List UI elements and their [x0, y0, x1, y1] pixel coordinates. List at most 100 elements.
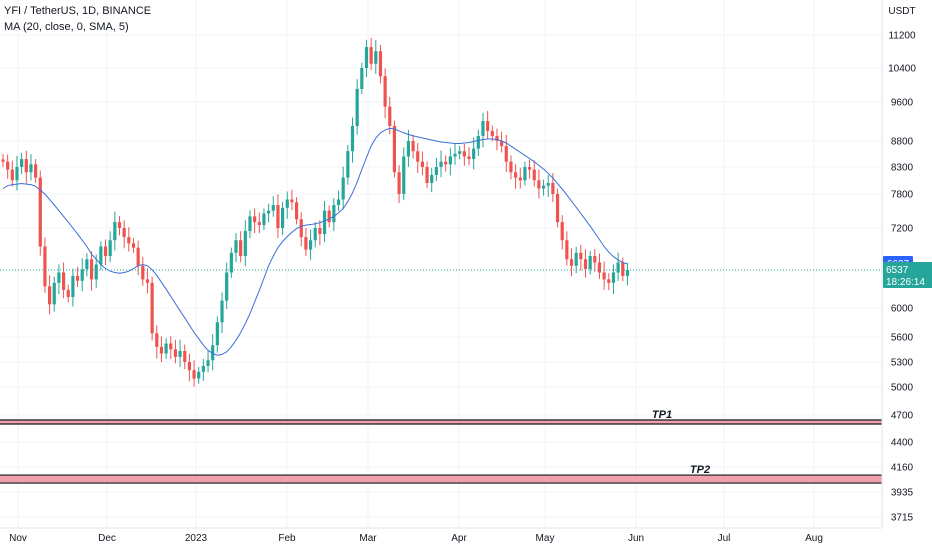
candle-body	[518, 177, 522, 181]
candle-body	[593, 256, 597, 263]
candle-body	[336, 199, 341, 206]
candle-body	[57, 272, 61, 283]
currency-label: USDT	[888, 6, 915, 17]
moving-average-line	[2, 127, 628, 356]
candle-body	[229, 252, 233, 273]
candle-body	[178, 350, 182, 357]
x-tick-label: Jul	[718, 533, 731, 544]
candle-body	[10, 169, 14, 181]
y-tick-label: 5300	[891, 358, 914, 369]
candle-body	[318, 228, 322, 235]
candle-body	[34, 164, 38, 178]
last-price-tag	[883, 262, 932, 288]
candle-body	[350, 125, 355, 152]
candle-body	[448, 156, 452, 165]
candle-body	[420, 161, 424, 167]
candle-body	[322, 210, 327, 235]
candle-body	[192, 370, 196, 379]
candle-body	[411, 141, 415, 152]
candle-body	[169, 343, 173, 350]
candle-body	[85, 259, 89, 270]
y-tick-label: 8300	[891, 163, 914, 174]
candle-body	[52, 282, 56, 305]
y-tick-label: 4160	[891, 463, 914, 474]
candle-body	[243, 231, 247, 257]
candle-body	[416, 151, 420, 162]
x-tick-label: Feb	[278, 533, 296, 544]
candle-body	[150, 282, 154, 334]
candle-body	[6, 161, 10, 170]
candle-body	[38, 177, 42, 247]
last-price-text: 6537	[886, 265, 909, 276]
candle-body	[560, 222, 564, 241]
candle-body	[285, 199, 289, 208]
candle-body	[239, 240, 243, 257]
candle-body	[430, 174, 434, 183]
candle-body	[71, 275, 75, 298]
candle-body	[514, 172, 518, 178]
y-tick-label: 9600	[891, 98, 914, 109]
candle-body	[127, 237, 131, 244]
indicator-legend[interactable]: MA (20, close, 0, SMA, 5)	[4, 21, 129, 33]
candle-body	[225, 272, 229, 301]
candle-body	[234, 240, 238, 253]
candle-body	[267, 210, 271, 214]
x-tick-label: Dec	[98, 533, 116, 544]
candle-body	[75, 275, 80, 281]
candle-body	[364, 47, 369, 68]
candle-body	[541, 185, 546, 189]
candle-body	[308, 240, 313, 250]
candle-body	[159, 346, 164, 354]
time-axis[interactable]: Nov Dec 2023 Feb Mar Apr May Jun Jul Aug	[0, 527, 882, 544]
candle-body	[141, 265, 145, 280]
countdown-text: 18:26:14	[886, 277, 925, 288]
candle-body	[346, 151, 350, 178]
candle-body	[565, 240, 569, 260]
candle-body	[574, 252, 578, 266]
x-tick-label: Mar	[359, 533, 377, 544]
y-tick-label: 8800	[891, 137, 914, 148]
candle-body	[583, 259, 588, 270]
candle-body	[155, 333, 159, 347]
candle-body	[136, 247, 140, 266]
candle-body	[383, 76, 387, 107]
candle-body	[607, 279, 611, 283]
candle-body	[1, 159, 5, 162]
candle-body	[439, 161, 443, 167]
candle-body	[304, 237, 308, 250]
candle-body	[43, 246, 47, 287]
candle-body	[472, 148, 476, 160]
candle-body	[406, 141, 411, 157]
candle-body	[15, 167, 19, 181]
y-tick-label: 3935	[891, 488, 914, 499]
candle-body	[103, 246, 108, 257]
x-tick-label: Apr	[451, 533, 467, 544]
y-tick-label: 7200	[891, 224, 914, 235]
candle-body	[164, 343, 168, 354]
candle-body	[444, 161, 448, 165]
candle-body	[369, 47, 373, 64]
candle-body	[453, 153, 457, 157]
candle-body	[402, 156, 406, 194]
candle-body	[611, 272, 616, 283]
x-tick-label: 2023	[185, 533, 208, 544]
candle-body	[271, 205, 275, 211]
candle-body	[546, 182, 550, 186]
candle-body	[504, 146, 508, 162]
price-tags: 6627653718:26:14	[883, 256, 932, 288]
candle-body	[616, 262, 620, 273]
candle-body	[248, 216, 252, 232]
symbol-title[interactable]: YFI / TetherUS, 1D, BINANCE	[4, 5, 152, 17]
candle-body	[281, 207, 285, 228]
candle-body	[48, 286, 52, 305]
candle-body	[490, 130, 494, 136]
candle-body	[20, 159, 24, 167]
candle-body	[89, 259, 94, 280]
y-tick-label: 10400	[888, 64, 916, 75]
x-tick-label: Nov	[9, 533, 27, 544]
candle-body	[509, 161, 513, 173]
candle-body	[481, 121, 485, 136]
candle-body	[327, 210, 331, 223]
level-label-tp1: TP1	[652, 409, 672, 421]
